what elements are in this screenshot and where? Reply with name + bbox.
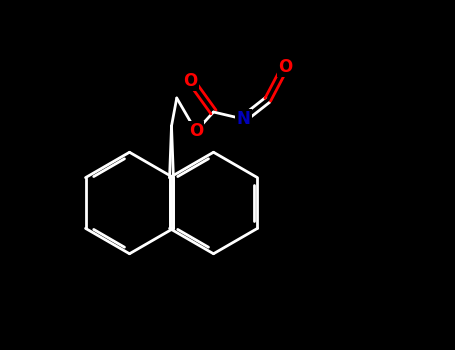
Text: N: N — [236, 110, 250, 128]
Text: O: O — [278, 57, 293, 76]
Text: O: O — [184, 71, 198, 90]
Text: O: O — [189, 122, 203, 140]
